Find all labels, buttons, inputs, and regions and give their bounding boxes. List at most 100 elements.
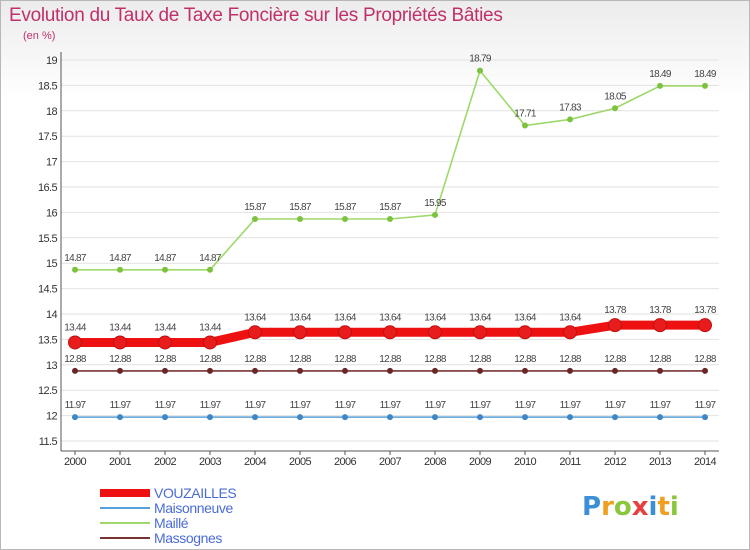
legend-item[interactable]: VOUZAILLES bbox=[100, 485, 237, 501]
data-point bbox=[657, 367, 663, 374]
data-label: 12.88 bbox=[424, 354, 447, 365]
series-massognes: 12.88 12.88 12.88 12.88 12.88 12.88 12.88 12.88… bbox=[64, 354, 718, 374]
data-point bbox=[383, 325, 397, 340]
data-point bbox=[162, 414, 168, 421]
data-point bbox=[612, 367, 618, 374]
data-label: 11.97 bbox=[110, 400, 132, 411]
data-label: 12.88 bbox=[379, 354, 402, 365]
data-point bbox=[252, 367, 258, 374]
data-label: 15.87 bbox=[334, 202, 357, 213]
x-tick-label: 2009 bbox=[469, 456, 492, 468]
data-label: 15.87 bbox=[379, 202, 402, 213]
data-label: 12.88 bbox=[199, 354, 222, 365]
x-tick-label: 2010 bbox=[514, 456, 537, 468]
data-label: 13.64 bbox=[469, 312, 492, 323]
data-point bbox=[653, 318, 667, 333]
data-point bbox=[248, 325, 262, 340]
legend-item[interactable]: Massognes bbox=[100, 530, 223, 546]
x-tick-label: 2001 bbox=[109, 456, 132, 468]
data-label: 13.64 bbox=[289, 312, 312, 323]
gridlines bbox=[61, 59, 719, 442]
data-point bbox=[117, 414, 123, 421]
data-label: 18.49 bbox=[649, 69, 672, 80]
data-point bbox=[518, 325, 532, 340]
data-label: 12.88 bbox=[289, 354, 312, 365]
data-label: 11.97 bbox=[515, 400, 537, 411]
x-tick-label: 2008 bbox=[424, 456, 447, 468]
data-point bbox=[113, 335, 127, 350]
proxiti-logo: Proxiti bbox=[582, 492, 679, 522]
data-label: 13.64 bbox=[514, 312, 537, 323]
data-label: 11.97 bbox=[470, 400, 492, 411]
data-point bbox=[207, 367, 213, 374]
data-label: 11.97 bbox=[65, 400, 87, 411]
y-tick-label: 19 bbox=[46, 55, 58, 67]
y-tick-label: 14 bbox=[46, 309, 58, 321]
data-point bbox=[432, 414, 438, 421]
data-label: 13.44 bbox=[109, 322, 132, 333]
data-label: 12.88 bbox=[154, 354, 177, 365]
data-label: 12.88 bbox=[649, 354, 672, 365]
data-point bbox=[387, 414, 393, 421]
y-axis-unit: (en %) bbox=[23, 30, 56, 42]
data-point bbox=[68, 335, 82, 350]
data-point bbox=[522, 122, 528, 129]
y-tick-label: 14.5 bbox=[38, 284, 57, 296]
data-point bbox=[612, 105, 618, 112]
data-point bbox=[162, 266, 168, 273]
x-tick-label: 2003 bbox=[199, 456, 222, 468]
data-point bbox=[477, 367, 483, 374]
data-label: 14.87 bbox=[154, 253, 177, 264]
data-point bbox=[387, 216, 393, 223]
y-tick-label: 18.5 bbox=[38, 80, 57, 92]
data-point bbox=[567, 116, 573, 123]
y-tick-label: 16.5 bbox=[38, 182, 57, 194]
data-label: 12.88 bbox=[604, 354, 627, 365]
legend-label: Maisonneuve bbox=[154, 500, 233, 516]
data-label: 12.88 bbox=[64, 354, 87, 365]
data-label: 13.64 bbox=[379, 312, 402, 323]
data-point bbox=[567, 414, 573, 421]
data-label: 11.97 bbox=[425, 400, 447, 411]
series: 11.97 11.97 11.97 11.97 11.97 11.97 11.97 11.97… bbox=[64, 54, 718, 421]
data-point bbox=[293, 325, 307, 340]
data-label: 11.97 bbox=[380, 400, 402, 411]
axes: 11.5 12 12.5 13 13.5 14 14.5 15 15.5 16 16.5 17 17.5… bbox=[38, 52, 719, 468]
x-tick-label: 2012 bbox=[604, 456, 627, 468]
x-tick-label: 2011 bbox=[559, 456, 581, 468]
data-point bbox=[158, 335, 172, 350]
data-point bbox=[657, 414, 663, 421]
data-label: 11.97 bbox=[335, 400, 357, 411]
data-point bbox=[342, 216, 348, 223]
data-label: 11.97 bbox=[695, 400, 717, 411]
data-label: 12.88 bbox=[469, 354, 492, 365]
data-label: 11.97 bbox=[245, 400, 267, 411]
data-label: 11.97 bbox=[560, 400, 582, 411]
data-label: 11.97 bbox=[605, 400, 627, 411]
data-point bbox=[342, 367, 348, 374]
data-label: 18.79 bbox=[469, 54, 492, 65]
data-point bbox=[522, 367, 528, 374]
data-label: 13.78 bbox=[649, 305, 672, 316]
data-label: 12.88 bbox=[109, 354, 132, 365]
legend-label: VOUZAILLES bbox=[154, 485, 236, 501]
legend-item[interactable]: Maisonneuve bbox=[100, 500, 234, 516]
legend-item[interactable]: Maillé bbox=[100, 515, 189, 531]
data-point bbox=[702, 367, 708, 374]
y-tick-label: 13.5 bbox=[38, 334, 57, 346]
data-point bbox=[203, 335, 217, 350]
data-point bbox=[698, 318, 712, 333]
series-maill: 14.87 14.87 14.87 14.87 15.87 15.87 15.87 15.87… bbox=[64, 54, 718, 273]
y-tick-label: 15.5 bbox=[38, 233, 57, 245]
x-tick-label: 2014 bbox=[694, 456, 717, 468]
data-label: 13.44 bbox=[154, 322, 177, 333]
data-point bbox=[563, 325, 577, 340]
data-label: 14.87 bbox=[109, 253, 132, 264]
data-label: 11.97 bbox=[290, 400, 312, 411]
data-point bbox=[297, 216, 303, 223]
data-point bbox=[297, 414, 303, 421]
data-label: 13.64 bbox=[424, 312, 447, 323]
x-tick-label: 2006 bbox=[334, 456, 357, 468]
